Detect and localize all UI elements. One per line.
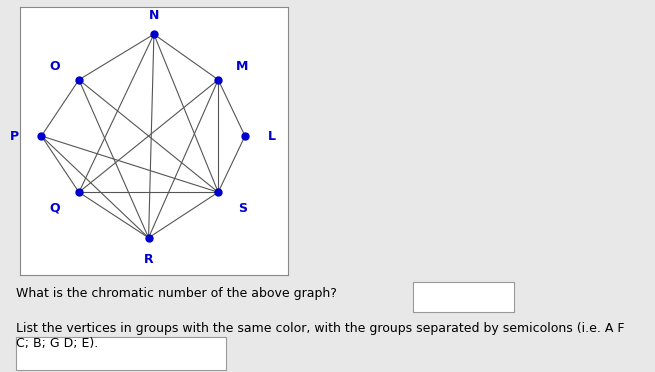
Text: L: L [268,129,276,142]
Text: O: O [50,60,60,73]
Text: S: S [238,202,247,215]
Text: M: M [236,60,248,73]
Text: List the vertices in groups with the same color, with the groups separated by se: List the vertices in groups with the sam… [16,322,625,350]
Text: N: N [149,9,159,22]
Text: What is the chromatic number of the above graph?: What is the chromatic number of the abov… [16,286,337,299]
Text: Q: Q [50,202,60,215]
Bar [413,282,514,312]
Text: R: R [143,253,153,266]
Bar [16,337,226,370]
Text: P: P [10,129,19,142]
